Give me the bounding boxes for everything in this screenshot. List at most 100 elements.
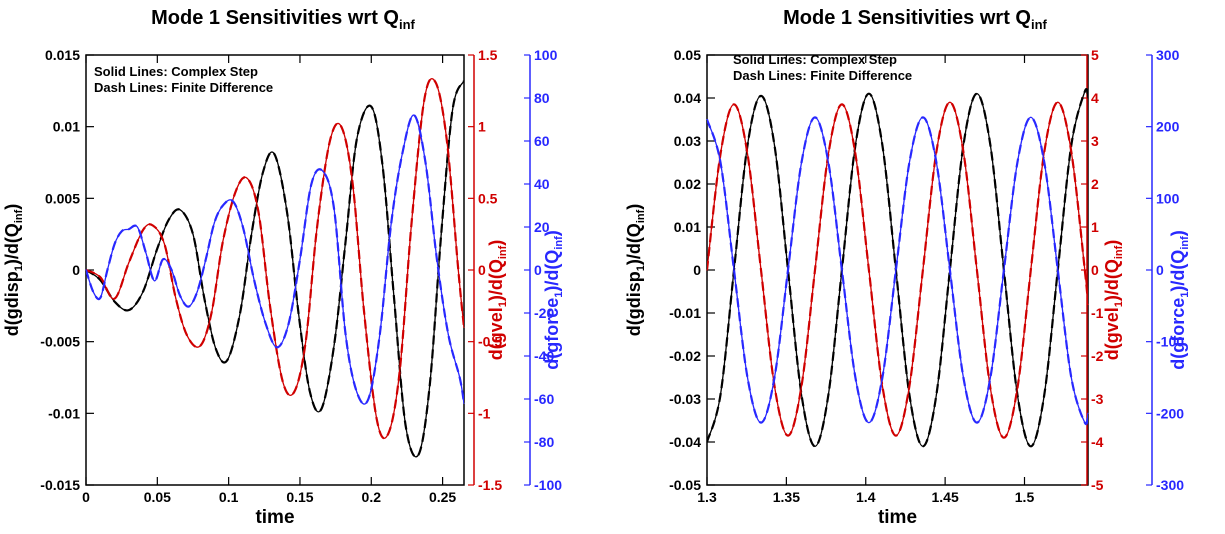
y3-axis-label: d(gforce1)/d(Qinf) bbox=[542, 230, 565, 370]
data-point-disp bbox=[429, 384, 431, 386]
y3-axis-label-subscript: 1 bbox=[1179, 292, 1191, 298]
data-point-vel bbox=[760, 269, 762, 271]
y2-tick-label: -4 bbox=[1091, 434, 1104, 450]
data-point-vel bbox=[282, 381, 284, 383]
y-tick-label: -0.01 bbox=[669, 305, 701, 321]
y-axis-label: d(gdisp1)/d(Qinf) bbox=[624, 204, 647, 337]
data-point-force bbox=[922, 116, 924, 118]
data-point-vel bbox=[1003, 437, 1005, 439]
data-point-disp bbox=[333, 343, 335, 346]
x-tick-label: 1.4 bbox=[856, 489, 876, 505]
legend-note: Dash Lines: Finite Difference bbox=[94, 80, 273, 95]
data-point-force bbox=[288, 323, 290, 325]
data-point-disp bbox=[989, 144, 992, 146]
x-tick-label: 0.25 bbox=[429, 489, 456, 505]
data-point-disp bbox=[976, 93, 978, 95]
data-point-force bbox=[814, 116, 816, 118]
y2-tick-label: 4 bbox=[1091, 90, 1099, 106]
data-point-force bbox=[356, 392, 358, 394]
y2-tick-label: 1 bbox=[478, 119, 486, 135]
data-point-force bbox=[265, 323, 267, 325]
data-point-vel bbox=[410, 226, 412, 228]
data-point-force bbox=[908, 161, 911, 164]
data-point-force bbox=[1043, 161, 1045, 164]
y3-axis-label-subscript: inf bbox=[1179, 236, 1191, 250]
data-point-force bbox=[868, 422, 870, 424]
data-point-force bbox=[299, 258, 301, 260]
data-point-vel bbox=[316, 226, 318, 228]
y3-tick-label: 0 bbox=[534, 262, 542, 278]
data-point-force bbox=[1003, 269, 1005, 271]
data-point-disp bbox=[393, 298, 395, 300]
y3-tick-label: 200 bbox=[1156, 119, 1180, 135]
data-point-force bbox=[322, 170, 324, 172]
data-point-vel bbox=[719, 153, 722, 155]
data-point-vel bbox=[962, 151, 965, 153]
data-point-disp bbox=[1030, 445, 1032, 447]
data-point-force bbox=[310, 183, 312, 185]
data-point-vel bbox=[922, 269, 924, 271]
data-point-disp bbox=[827, 394, 830, 396]
data-point-force bbox=[424, 161, 427, 164]
y-tick-label: 0 bbox=[693, 262, 701, 278]
y2-tick-label: 0 bbox=[1091, 262, 1099, 278]
data-point-disp bbox=[868, 93, 870, 95]
y3-tick-label: -40 bbox=[534, 348, 554, 364]
y-axis-label-subscript: inf bbox=[635, 209, 647, 223]
data-point-force bbox=[85, 269, 87, 271]
data-point-vel bbox=[895, 435, 897, 437]
y-tick-label: 0 bbox=[72, 262, 80, 278]
data-point-vel bbox=[246, 177, 248, 179]
data-point-disp bbox=[1084, 91, 1086, 93]
data-point-vel bbox=[163, 243, 166, 245]
y2-axis-label-text: ) bbox=[486, 240, 506, 246]
data-point-disp bbox=[404, 424, 407, 426]
chart-title-subscript: inf bbox=[1031, 17, 1048, 32]
y2-axis-label-text: )/d(Q bbox=[1102, 259, 1122, 301]
data-point-disp bbox=[297, 312, 300, 314]
data-point-vel bbox=[423, 100, 425, 102]
data-point-disp bbox=[452, 108, 454, 111]
y2-tick-label: -3 bbox=[1091, 391, 1104, 407]
y-axis-label-subscript: inf bbox=[13, 209, 25, 223]
data-point-force bbox=[121, 230, 123, 232]
data-point-force bbox=[1016, 161, 1019, 164]
x-tick-label: 1.35 bbox=[773, 489, 800, 505]
data-point-force bbox=[379, 333, 381, 336]
data-point-vel bbox=[1016, 387, 1019, 389]
data-point-force bbox=[447, 333, 449, 336]
y2-tick-label: 0.5 bbox=[478, 190, 498, 206]
data-point-disp bbox=[1087, 97, 1089, 99]
y-axis-label-text: ) bbox=[624, 204, 644, 210]
y2-tick-label: 5 bbox=[1091, 47, 1099, 63]
y3-tick-label: -60 bbox=[534, 391, 554, 407]
data-point-force bbox=[760, 422, 762, 424]
data-point-vel bbox=[128, 262, 130, 264]
y3-axis-label: d(gforce1)/d(Qinf) bbox=[1168, 230, 1191, 370]
data-point-disp bbox=[286, 212, 288, 214]
data-point-vel bbox=[258, 212, 260, 214]
data-point-disp bbox=[113, 300, 116, 303]
data-point-vel bbox=[340, 126, 342, 128]
data-point-force bbox=[171, 269, 173, 271]
y3-tick-label: 0 bbox=[1156, 262, 1164, 278]
data-point-disp bbox=[262, 171, 264, 174]
data-point-disp bbox=[128, 309, 130, 311]
data-point-force bbox=[773, 376, 776, 379]
data-point-force bbox=[222, 204, 224, 207]
data-point-force bbox=[106, 269, 108, 271]
x-tick-label: 1.5 bbox=[1015, 489, 1035, 505]
data-point-force bbox=[962, 376, 965, 379]
data-point-vel bbox=[363, 312, 365, 314]
data-point-force bbox=[463, 402, 465, 404]
data-point-vel bbox=[142, 229, 144, 231]
data-point-vel bbox=[463, 326, 465, 328]
data-point-vel bbox=[1030, 269, 1032, 271]
data-point-force bbox=[179, 295, 181, 297]
data-point-force bbox=[989, 376, 992, 379]
data-point-disp bbox=[773, 144, 776, 146]
data-point-force bbox=[746, 376, 749, 379]
legend-note: Dash Lines: Finite Difference bbox=[733, 68, 912, 83]
